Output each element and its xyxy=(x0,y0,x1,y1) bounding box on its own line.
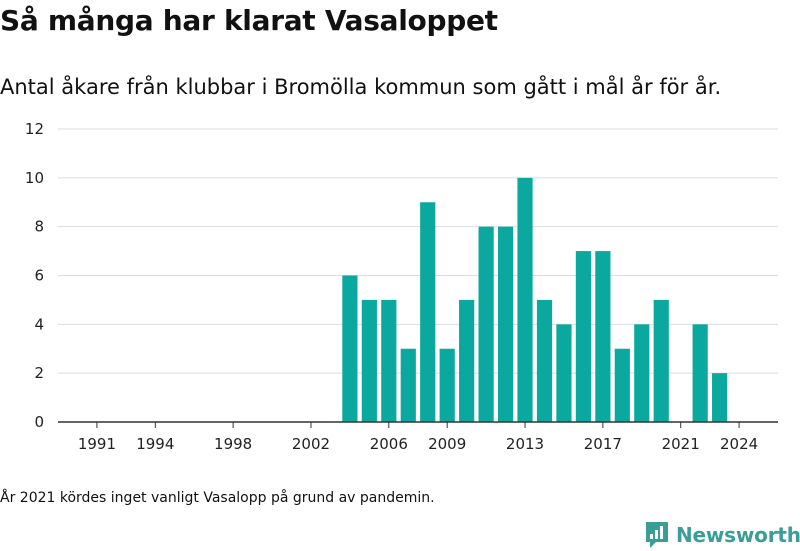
bar xyxy=(381,299,397,422)
bar xyxy=(459,299,475,422)
x-tick-label: 2013 xyxy=(506,435,544,453)
y-tick-label: 8 xyxy=(34,218,44,236)
bar xyxy=(497,226,514,422)
logo-text: Newsworthy xyxy=(676,523,800,547)
bars xyxy=(342,177,728,422)
x-tick-label: 2017 xyxy=(584,435,622,453)
bar xyxy=(712,373,728,422)
bar xyxy=(692,324,708,422)
x-axis xyxy=(58,421,778,428)
y-tick-label: 4 xyxy=(34,315,44,333)
newsworthy-logo[interactable]: Newsworthy xyxy=(644,519,800,551)
x-tick-label: 2002 xyxy=(292,435,330,453)
x-tick-labels: 1991 1994 1998 2002 2006 2009 2013 2017 2021 2024 xyxy=(78,435,758,453)
bar xyxy=(361,299,377,422)
bar xyxy=(595,251,611,422)
bar xyxy=(420,202,436,422)
bar xyxy=(575,251,591,422)
bar xyxy=(634,324,650,422)
x-tick-label: 1994 xyxy=(136,435,174,453)
bar xyxy=(653,299,669,422)
bar xyxy=(478,226,494,422)
y-tick-label: 6 xyxy=(34,267,44,285)
bar xyxy=(517,177,533,422)
bar xyxy=(556,324,572,422)
y-tick-label: 12 xyxy=(25,120,44,138)
x-tick-label: 2006 xyxy=(370,435,408,453)
chart-subtitle: Antal åkare från klubbar i Bromölla komm… xyxy=(0,75,722,99)
bar xyxy=(614,348,630,422)
y-tick-label: 0 xyxy=(34,413,44,431)
y-tick-labels: 0 2 4 6 8 10 12 xyxy=(25,120,44,431)
y-tick-label: 2 xyxy=(34,364,44,382)
x-tick-label: 2024 xyxy=(720,435,758,453)
bar xyxy=(536,299,553,422)
newsworthy-logo-icon xyxy=(646,522,668,548)
chart-title: Så många har klarat Vasaloppet xyxy=(0,4,498,37)
bar xyxy=(400,348,416,422)
footnote: År 2021 kördes inget vanligt Vasalopp på… xyxy=(0,490,435,506)
x-tick-label: 2021 xyxy=(662,435,700,453)
x-tick-label: 2009 xyxy=(428,435,466,453)
bar-chart: 0 2 4 6 8 10 12 1991 1994 1998 2002 2006 2009 2013 20… xyxy=(25,120,778,453)
y-tick-label: 10 xyxy=(25,169,44,187)
x-tick-label: 1991 xyxy=(78,435,116,453)
bar xyxy=(439,348,455,422)
gridlines xyxy=(58,128,778,374)
bar xyxy=(342,275,358,422)
x-tick-label: 1998 xyxy=(214,435,252,453)
